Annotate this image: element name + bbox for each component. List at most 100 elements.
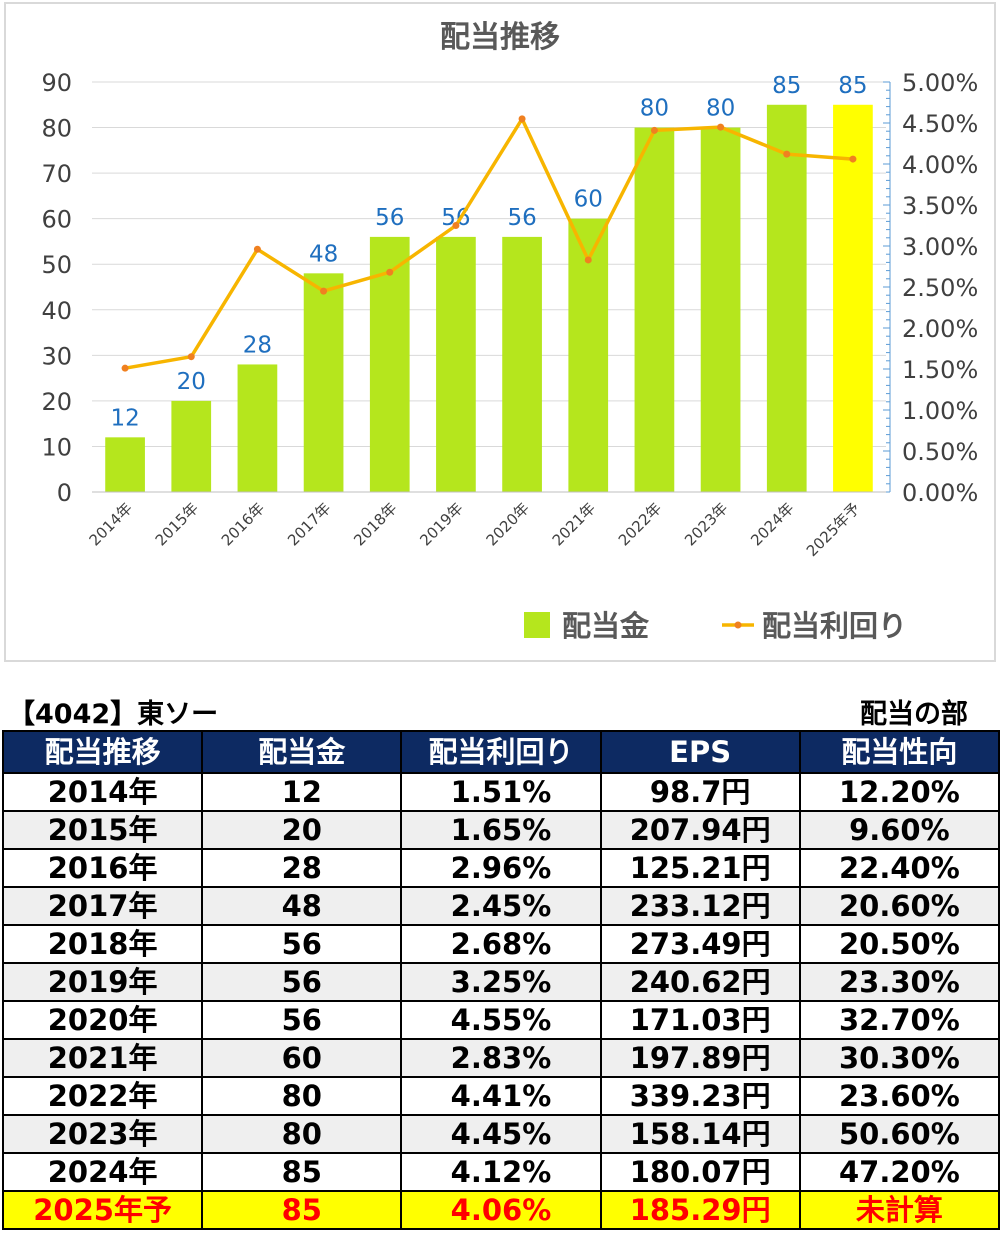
- right-axis-tick-label: 2.00%: [902, 315, 978, 343]
- table-cell: 180.07円: [599, 1152, 801, 1192]
- table-cell: 2024年: [1, 1152, 204, 1192]
- table-cell: 12: [201, 772, 403, 812]
- right-axis-tick-label: 4.00%: [902, 151, 978, 179]
- bar-data-label: 12: [110, 405, 139, 431]
- bar: [369, 236, 410, 492]
- table-cell: 47.20%: [798, 1152, 1001, 1192]
- yield-point: [518, 115, 526, 123]
- table-cell: 3.25%: [400, 962, 602, 1002]
- legend-bar-label: 配当金: [562, 609, 650, 643]
- table-cell: 56: [201, 924, 403, 964]
- table-cell: 85: [201, 1190, 403, 1230]
- table-row: 2019年 56 3.25% 240.62円 23.30%: [1, 962, 1001, 1002]
- table-cell: 2016年: [1, 848, 204, 888]
- table-cell: 60: [201, 1038, 403, 1078]
- yield-point: [121, 364, 129, 372]
- bar: [634, 127, 675, 493]
- table-cell: 2015年: [1, 810, 204, 850]
- right-axis-tick-label: 3.00%: [902, 233, 978, 261]
- table-cell: 48: [201, 886, 403, 926]
- table-row: 2016年 28 2.96% 125.21円 22.40%: [1, 848, 1001, 888]
- table-cell: 1.51%: [400, 772, 602, 812]
- table-cell: 207.94円: [599, 810, 801, 850]
- table-row: 2022年 80 4.41% 339.23円 23.60%: [1, 1076, 1001, 1116]
- section-label: 配当の部: [860, 699, 968, 730]
- x-axis-tick-label: 2022年: [615, 499, 665, 549]
- column-header: 配当金: [201, 730, 403, 774]
- table-cell: 50.60%: [798, 1114, 1001, 1154]
- table-cell: 2014年: [1, 772, 204, 812]
- table-cell: 20: [201, 810, 403, 850]
- x-axis-tick-label: 2020年: [483, 499, 533, 549]
- table-cell: 2017年: [1, 886, 204, 926]
- table-cell: 85: [201, 1152, 403, 1192]
- column-header: EPS: [599, 730, 801, 774]
- bar: [171, 400, 212, 492]
- table-cell: 233.12円: [599, 886, 801, 926]
- table-cell: 12.20%: [798, 772, 1001, 812]
- bar-data-label: 48: [309, 241, 338, 267]
- yield-point: [386, 268, 394, 276]
- table-cell: 2.68%: [400, 924, 602, 964]
- legend-bar-swatch: [524, 612, 550, 638]
- left-axis-tick-label: 10: [41, 433, 72, 461]
- table-cell: 4.41%: [400, 1076, 602, 1116]
- table-cell: 56: [201, 1000, 403, 1040]
- table-row: 2025年予 85 4.06% 185.29円 未計算: [1, 1190, 1001, 1230]
- table-cell: 1.65%: [400, 810, 602, 850]
- right-axis-tick-label: 5.00%: [902, 69, 978, 97]
- table-cell: 2022年: [1, 1076, 204, 1116]
- table-row: 2020年 56 4.55% 171.03円 32.70%: [1, 1000, 1001, 1040]
- table-row: 2021年 60 2.83% 197.89円 30.30%: [1, 1038, 1001, 1078]
- stock-title: 【4042】東ソー: [8, 699, 219, 730]
- yield-point: [187, 353, 195, 361]
- table-cell: 20.60%: [798, 886, 1001, 926]
- table-cell: 2.83%: [400, 1038, 602, 1078]
- table-cell: 197.89円: [599, 1038, 801, 1078]
- table-cell: 2019年: [1, 962, 204, 1002]
- yield-point: [452, 222, 460, 229]
- left-axis-tick-label: 60: [41, 206, 72, 234]
- table-cell: 2025年予: [1, 1190, 204, 1230]
- left-axis-tick-label: 80: [41, 115, 72, 143]
- bar-data-label: 20: [177, 369, 206, 395]
- bar-data-label: 80: [706, 96, 735, 122]
- table-cell: 339.23円: [599, 1076, 801, 1116]
- table-cell: 158.14円: [599, 1114, 801, 1154]
- bar-data-label: 56: [375, 205, 404, 231]
- dividend-chart: 配当推移 0 10 20 30 40 50 60 70 80 90 0.00% 0.50% 1.00% 1.…: [41, 20, 978, 643]
- table-row: 2015年 20 1.65% 207.94円 9.60%: [1, 810, 1001, 850]
- dividend-table: 配当推移 配当金 配当利回り EPS 配当性向 2014年 12 1.51% 98.7…: [1, 730, 1001, 1230]
- table-cell: 4.45%: [400, 1114, 602, 1154]
- table-cell: 185.29円: [599, 1190, 801, 1230]
- table-cell: 23.60%: [798, 1076, 1001, 1116]
- yield-point: [717, 123, 725, 131]
- table-cell: 98.7円: [599, 772, 801, 812]
- x-axis-tick-label: 2014年: [86, 499, 136, 549]
- table-cell: 22.40%: [798, 848, 1001, 888]
- bar-data-label: 80: [640, 96, 669, 122]
- table-cell: 80: [201, 1076, 403, 1116]
- table-cell: 32.70%: [798, 1000, 1001, 1040]
- x-axis-tick-label: 2018年: [350, 499, 400, 549]
- left-axis-tick-label: 70: [41, 160, 72, 188]
- bar: [436, 236, 476, 492]
- right-axis-tick-label: 0.50%: [902, 438, 978, 466]
- table-cell: 80: [201, 1114, 403, 1154]
- table-cell: 56: [201, 962, 403, 1002]
- yield-point: [849, 155, 857, 163]
- left-axis-tick-label: 0: [57, 479, 72, 507]
- left-axis-tick-label: 30: [41, 342, 72, 370]
- legend-line-marker: [734, 621, 742, 629]
- table-cell: 4.55%: [400, 1000, 602, 1040]
- right-axis-tick-label: 1.50%: [902, 356, 978, 384]
- yield-point: [253, 245, 261, 253]
- left-axis-tick-label: 90: [41, 69, 72, 97]
- right-axis-tick-label: 1.00%: [902, 397, 978, 425]
- bar-data-label: 60: [574, 187, 603, 213]
- table-row: 2024年 85 4.12% 180.07円 47.20%: [1, 1152, 1001, 1192]
- x-axis-tick-label: 2021年: [549, 499, 599, 549]
- bar: [833, 104, 873, 493]
- column-header: 配当利回り: [400, 730, 602, 774]
- x-axis-tick-label: 2016年: [218, 499, 268, 549]
